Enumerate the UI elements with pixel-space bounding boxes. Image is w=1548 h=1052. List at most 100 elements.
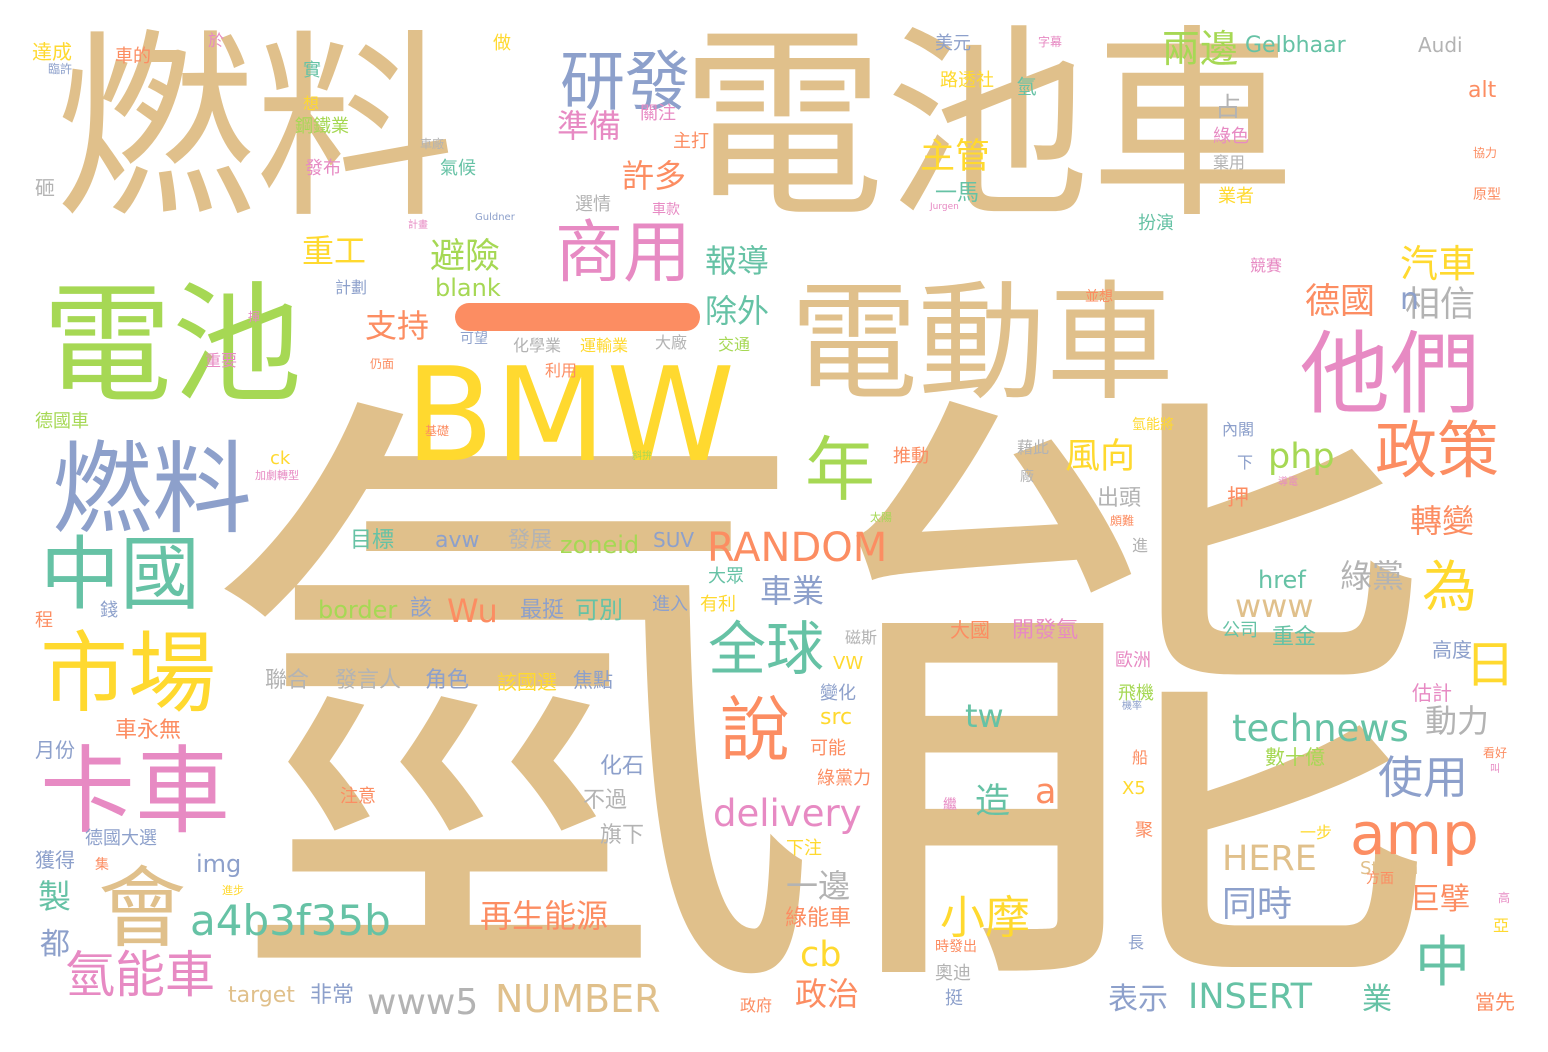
- cloud-word: HERE: [1222, 839, 1317, 879]
- cloud-word: 高度: [1432, 638, 1472, 662]
- cloud-word: ck: [270, 448, 291, 469]
- cloud-word: 車的: [115, 46, 151, 67]
- cloud-word: 實: [303, 60, 321, 81]
- cloud-word: Gelbhaar: [1245, 33, 1346, 58]
- cloud-word: 亞: [1493, 916, 1510, 935]
- cloud-word: 氫能: [200, 349, 1440, 1052]
- cloud-word: 不過: [583, 788, 628, 813]
- cloud-word: 相信: [1405, 285, 1476, 325]
- cloud-word: 主管: [920, 137, 991, 177]
- cloud-word: 錢: [100, 600, 118, 621]
- cloud-word: 估計: [1412, 681, 1452, 705]
- cloud-word: 計劃: [335, 278, 368, 297]
- cloud-word: 太陽: [870, 511, 892, 524]
- cloud-word: 開發氫: [1012, 618, 1079, 643]
- cloud-word: border: [318, 596, 398, 624]
- cloud-word: 避險: [430, 237, 501, 277]
- cloud-word: 該: [410, 596, 433, 621]
- cloud-word: 中國: [40, 528, 200, 621]
- cloud-word: BMW: [405, 339, 735, 491]
- cloud-word: RANDOM: [707, 525, 888, 571]
- cloud-word: 表示: [1108, 982, 1168, 1017]
- cloud-word: 目標: [350, 528, 395, 553]
- cloud-word: 許多: [622, 157, 687, 195]
- cloud-word: 兩邊: [1162, 27, 1239, 71]
- cloud-word: 注意: [340, 786, 376, 807]
- cloud-word: 風向: [1065, 437, 1136, 477]
- cloud-word: n: [1400, 282, 1420, 317]
- cloud-word: tw: [965, 697, 1004, 735]
- cloud-word: 氫: [1013, 76, 1037, 96]
- cloud-word: 製: [38, 877, 71, 916]
- cloud-word: 於: [208, 31, 225, 50]
- cloud-word: 巨擘: [1410, 882, 1470, 917]
- cloud-word: zoneid: [560, 531, 640, 559]
- cloud-word: avw: [435, 528, 480, 553]
- cloud-word: 除外: [705, 292, 770, 330]
- cloud-word: 機率: [1122, 701, 1142, 712]
- cloud-word: Wu: [447, 592, 498, 630]
- cloud-word: cb: [800, 935, 842, 975]
- cloud-word: 政治: [795, 975, 860, 1013]
- cloud-word: 卡車: [40, 737, 231, 847]
- cloud-word: php: [1268, 437, 1335, 477]
- cloud-word: 綠黨力: [817, 768, 871, 789]
- cloud-word: href: [1258, 566, 1306, 594]
- cloud-word: 下: [1237, 453, 1254, 472]
- cloud-word: 日: [1465, 636, 1515, 694]
- cloud-word: 想: [303, 94, 320, 113]
- cloud-word: 汽車: [1400, 242, 1477, 286]
- cloud-word: 推動: [893, 446, 929, 467]
- cloud-word: 業者: [1218, 186, 1254, 207]
- cloud-word: 公司: [1222, 620, 1258, 641]
- cloud-word: 業: [1362, 982, 1392, 1017]
- cloud-word: 數十億: [1265, 745, 1325, 769]
- cloud-word: src: [820, 705, 853, 730]
- cloud-word: 化石: [600, 754, 645, 779]
- cloud-word: 政府: [740, 996, 773, 1015]
- cloud-word: 斜拚: [632, 451, 652, 462]
- cloud-word: NUMBER: [495, 977, 661, 1021]
- cloud-word: 競賽: [1250, 256, 1283, 275]
- cloud-word: 扮演: [1138, 213, 1174, 234]
- cloud-word: Audi: [1418, 33, 1463, 57]
- cloud-word: 挺: [945, 988, 963, 1009]
- cloud-word: 非常: [310, 983, 355, 1008]
- cloud-word: 聚: [1135, 820, 1153, 841]
- cloud-word: 繼: [943, 797, 957, 813]
- cloud-word: 看好: [1483, 746, 1508, 760]
- cloud-word: 角色: [425, 668, 470, 693]
- cloud-word: 該國選: [497, 670, 557, 694]
- cloud-word: 動力: [1425, 702, 1490, 740]
- cloud-word: 方面: [1366, 871, 1394, 887]
- cloud-word: img: [196, 850, 242, 878]
- cloud-word: 運輸業: [580, 336, 629, 355]
- cloud-word: 進入: [652, 594, 688, 615]
- cloud-word: 電池車: [680, 8, 1295, 246]
- cloud-word: 程: [35, 610, 53, 631]
- cloud-word: 旗下: [600, 823, 645, 848]
- cloud-word: 鋼鐵業: [295, 116, 349, 137]
- cloud-word: 綠能車: [785, 906, 852, 931]
- cloud-word: 歐洲: [1115, 650, 1151, 671]
- cloud-word: 計畫: [408, 220, 428, 231]
- cloud-word: 可別: [575, 596, 623, 624]
- cloud-word: 不: [955, 535, 984, 568]
- cloud-word: 藉此: [1017, 438, 1050, 457]
- cloud-word: technews: [1232, 707, 1409, 750]
- cloud-word: 重金: [1272, 625, 1317, 650]
- cloud-word: 說: [720, 689, 790, 771]
- cloud-word: 聯合: [265, 668, 310, 693]
- cloud-word: 長: [1128, 933, 1145, 952]
- cloud-word: SUV: [653, 528, 695, 552]
- cloud-word: 轉變: [1410, 502, 1475, 540]
- cloud-word: 占: [1215, 93, 1242, 123]
- cloud-word: 研發: [560, 45, 691, 120]
- cloud-word: 燃料: [52, 431, 252, 548]
- cloud-word: 為: [1422, 555, 1478, 619]
- cloud-word: 揮: [248, 310, 261, 324]
- cloud-word: 導電: [1278, 477, 1298, 488]
- cloud-word: 關注: [640, 103, 676, 124]
- cloud-word: 可能: [810, 738, 846, 759]
- cloud-word: 氫能將: [1132, 417, 1174, 433]
